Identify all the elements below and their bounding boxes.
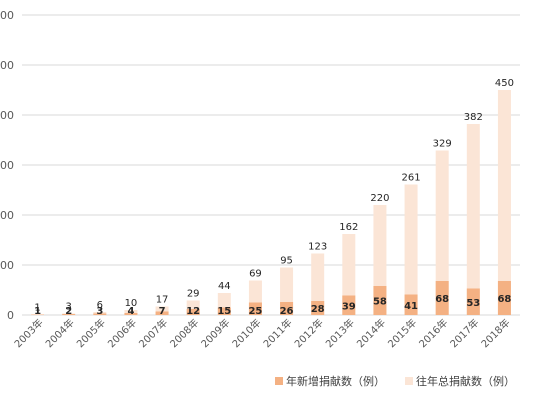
data-label-new: 15 <box>217 306 231 317</box>
bar-new <box>311 301 325 315</box>
bar-new <box>155 311 169 315</box>
y-axis: 0 100 200 300 400 500 600 <box>0 9 14 322</box>
data-label-new: 26 <box>280 306 294 317</box>
data-label-new: 2 <box>65 306 72 317</box>
x-tick-label: 2013年 <box>323 316 357 350</box>
y-tick-label: 300 <box>0 159 14 172</box>
data-label-total: 95 <box>280 256 293 267</box>
bar-new <box>497 281 511 315</box>
y-tick-label: 600 <box>0 9 14 22</box>
legend: 年新增捐献数（例） 往年总捐献数（例） <box>275 374 515 388</box>
data-label-new: 58 <box>373 297 387 308</box>
data-label-new: 12 <box>186 306 200 317</box>
bar-new <box>217 307 231 315</box>
bars: 11 32631041772912441569259526123281623922… <box>31 78 514 317</box>
data-label-total: 29 <box>187 289 200 300</box>
data-label-new: 25 <box>248 306 262 317</box>
x-tick-label: 2016年 <box>416 316 450 350</box>
bar-new <box>62 314 76 315</box>
data-label-new: 7 <box>159 306 166 317</box>
x-axis: 2003年2004年2005年2006年2007年2008年2009年2010年… <box>11 316 512 350</box>
bar-total <box>155 306 169 315</box>
x-tick-label: 2003年 <box>11 316 45 350</box>
bar-new <box>342 295 356 315</box>
data-label-total: 6 <box>97 300 103 311</box>
data-label-new: 39 <box>342 301 356 312</box>
x-tick-label: 2017年 <box>447 316 481 350</box>
x-tick-label: 2014年 <box>354 316 388 350</box>
legend-swatch-new <box>275 377 283 385</box>
data-label-total: 220 <box>370 193 389 204</box>
bar-total <box>342 234 356 315</box>
bar-new <box>186 309 200 315</box>
bar-total <box>497 90 511 315</box>
data-label-new: 68 <box>497 294 511 305</box>
bar-new <box>435 281 449 315</box>
x-tick-label: 2015年 <box>385 316 419 350</box>
y-tick-label: 200 <box>0 209 14 222</box>
data-label-new: 1 <box>34 306 41 317</box>
legend-label-new: 年新增捐献数（例） <box>286 374 385 388</box>
data-label-total: 1 <box>34 303 40 314</box>
bar-total <box>435 150 449 315</box>
data-label-total: 162 <box>339 222 358 233</box>
x-tick-label: 2006年 <box>105 316 139 350</box>
bar-new <box>248 302 262 315</box>
data-label-new: 4 <box>127 306 134 317</box>
bar-new <box>280 302 294 315</box>
bar-new <box>31 314 45 315</box>
bar-total <box>311 253 325 315</box>
bar-new <box>124 313 138 315</box>
bar-new <box>373 286 387 315</box>
bar-new <box>404 294 418 315</box>
bar-total <box>124 310 138 315</box>
data-label-total: 10 <box>125 298 138 309</box>
data-label-total: 261 <box>402 173 421 184</box>
y-tick-label: 100 <box>0 259 14 272</box>
x-tick-label: 2018年 <box>478 316 512 350</box>
data-label-new: 28 <box>311 304 325 315</box>
bar-total <box>404 184 418 315</box>
data-label-total: 123 <box>308 242 327 253</box>
x-tick-label: 2009年 <box>198 316 232 350</box>
x-tick-label: 2012年 <box>292 316 326 350</box>
x-tick-label: 2011年 <box>260 316 294 350</box>
data-label-total: 17 <box>156 295 169 306</box>
data-label-new: 3 <box>96 306 103 317</box>
y-tick-label: 400 <box>0 109 14 122</box>
y-tick-label: 500 <box>0 59 14 72</box>
data-label-new: 41 <box>404 301 418 312</box>
y-tick-label: 0 <box>7 309 14 322</box>
data-label-total: 450 <box>495 78 514 89</box>
bar-new <box>93 313 107 315</box>
legend-swatch-total <box>405 377 413 385</box>
data-label-new: 53 <box>466 298 480 309</box>
legend-label-total: 往年总捐献数（例） <box>416 374 515 388</box>
x-tick-label: 2004年 <box>43 316 77 350</box>
data-label-total: 3 <box>66 302 72 313</box>
data-label-total: 329 <box>433 139 452 150</box>
bar-new <box>466 288 480 315</box>
data-label-total: 69 <box>249 269 262 280</box>
x-tick-label: 2008年 <box>167 316 201 350</box>
data-label-total: 44 <box>218 281 231 292</box>
x-tick-label: 2010年 <box>229 316 263 350</box>
x-tick-label: 2007年 <box>136 316 170 350</box>
bar-total <box>466 124 480 315</box>
data-label-new: 68 <box>435 294 449 305</box>
x-tick-label: 2005年 <box>74 316 108 350</box>
gridlines <box>22 14 520 316</box>
data-label-total: 382 <box>464 112 483 123</box>
